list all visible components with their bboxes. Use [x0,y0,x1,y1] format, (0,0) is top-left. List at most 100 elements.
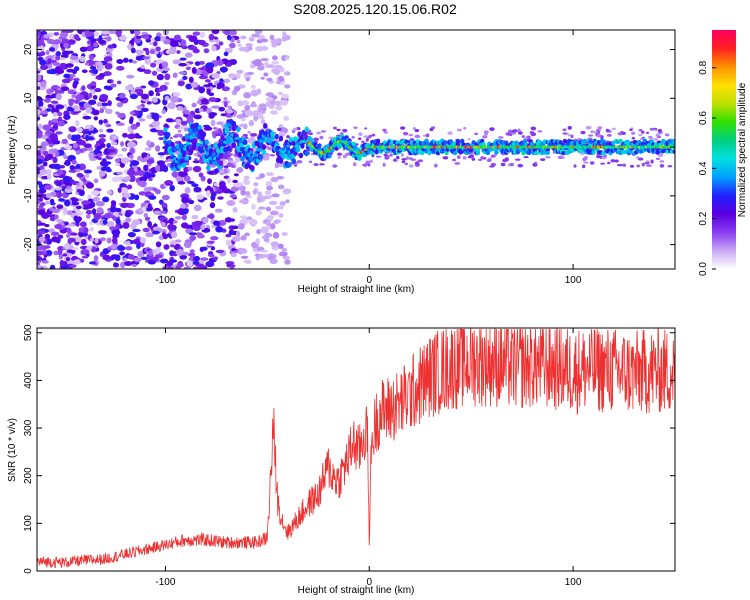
heatmap-cell [158,235,165,241]
heatmap-cell [371,133,376,137]
heatmap-cell [103,85,110,90]
heatmap-cell [74,134,81,140]
heatmap-cell [442,140,448,145]
heatmap-cell [45,250,53,255]
x-tick-label: -100 [155,577,175,588]
x-tick-label: 100 [565,275,582,286]
heatmap-cell [170,41,179,47]
heatmap-cell [66,227,72,234]
heatmap-cell [139,176,148,182]
heatmap-cell [364,127,368,130]
heatmap-cell [218,220,226,224]
y-tick-label: -20 [23,237,34,252]
heatmap-cell [178,71,187,75]
heatmap-cell [193,220,203,227]
heatmap-cell [237,223,245,230]
spectrogram-x-label: Height of straight line (km) [298,284,415,295]
heatmap-cell [363,135,368,138]
heatmap-cell [471,157,476,161]
heatmap-cell [178,126,187,130]
heatmap-cell [130,30,135,35]
heatmap-cell [653,137,659,142]
heatmap-cell [37,81,41,86]
heatmap-cell [135,49,144,55]
heatmap-cell [223,100,228,108]
heatmap-cell [210,236,219,241]
heatmap-cell [129,111,136,115]
heatmap-cell [265,206,272,212]
heatmap-cell [247,130,252,134]
colorbar-tick-label: 0.4 [698,161,709,175]
heatmap-cell [327,153,332,159]
heatmap-cell [512,129,518,133]
heatmap-cell [417,159,424,163]
heatmap-cell [414,128,420,133]
heatmap-cell [37,230,46,235]
heatmap-cell [286,135,290,139]
heatmap-cell [408,164,414,168]
heatmap-cell [127,231,136,238]
heatmap-cell [167,220,173,224]
heatmap-cell [128,154,134,159]
heatmap-cell [284,56,290,61]
heatmap-cell [81,200,90,205]
x-tick-label: 0 [366,275,372,286]
heatmap-cell [163,38,171,45]
heatmap-cell [99,108,104,114]
heatmap-cell [127,184,133,190]
heatmap-cell [88,261,96,265]
heatmap-cell [210,119,216,127]
heatmap-cell [89,226,95,232]
heatmap-cell [198,86,206,94]
heatmap-cell [37,264,43,269]
heatmap-cell [123,57,129,63]
heatmap-cell [375,138,381,144]
heatmap-cell [40,110,48,115]
heatmap-cell [141,93,149,100]
heatmap-cell [189,249,195,254]
heatmap-cell [153,41,158,47]
heatmap-cell [213,142,218,149]
heatmap-cell [66,185,72,190]
heatmap-cell [106,128,114,133]
heatmap-cell [135,121,141,127]
heatmap-cell [62,253,68,257]
heatmap-cell [277,184,285,190]
heatmap-cell [169,244,175,248]
heatmap-cell [111,237,118,244]
heatmap-cell [196,194,204,200]
heatmap-cell [631,131,636,135]
heatmap-cell [73,34,80,40]
heatmap-cell [87,245,93,250]
heatmap-cell [208,163,217,168]
heatmap-cell [38,188,47,194]
heatmap-cell [278,75,284,82]
heatmap-cell [156,73,164,81]
x-tick-label: -100 [155,275,175,286]
heatmap-cell [270,241,279,248]
heatmap-cell [140,85,147,89]
heatmap-cell [115,218,121,225]
heatmap-cell [191,67,197,74]
heatmap-cell [175,239,182,243]
heatmap-cell [42,161,48,167]
heatmap-cell [45,50,50,55]
heatmap-cell [285,146,291,152]
heatmap-cell [368,134,373,138]
heatmap-cell [463,126,467,130]
heatmap-cell [402,131,409,136]
heatmap-cell [227,159,234,163]
heatmap-cell [246,71,255,75]
heatmap-cell [263,238,269,242]
heatmap-cell [545,156,551,159]
heatmap-cell [98,39,106,45]
heatmap-cell [211,30,220,35]
heatmap-cell [38,51,46,56]
heatmap-cell [174,216,182,220]
heatmap-cell [462,155,467,160]
heatmap-cell [122,132,128,138]
heatmap-cell [308,160,313,164]
heatmap-cell [198,172,204,178]
heatmap-cell [56,169,64,176]
